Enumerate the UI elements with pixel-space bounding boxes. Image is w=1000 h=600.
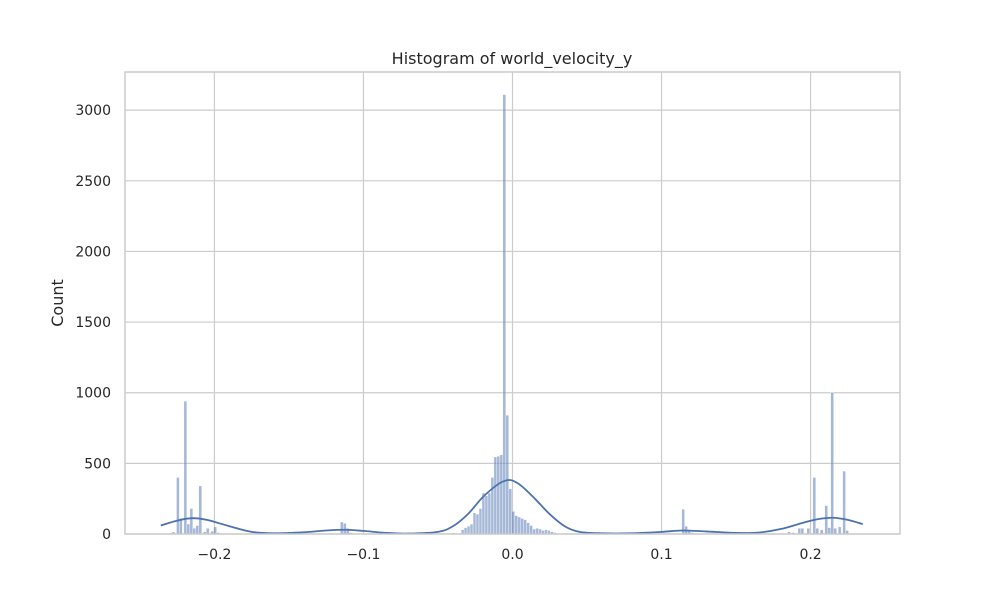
histogram-bar bbox=[478, 508, 483, 535]
y-tick-label: 0 bbox=[102, 527, 111, 543]
histogram-bar bbox=[526, 522, 530, 535]
y-tick-label: 1000 bbox=[75, 386, 111, 402]
histogram-bar bbox=[511, 511, 515, 535]
histogram-bar bbox=[475, 514, 480, 535]
y-tick-label: 2500 bbox=[75, 174, 111, 190]
histogram-bar bbox=[472, 512, 477, 535]
histogram-bar bbox=[842, 470, 846, 535]
histogram-bar bbox=[481, 492, 486, 535]
y-axis-label: Count bbox=[48, 279, 67, 327]
chart-title: Histogram of world_velocity_y bbox=[392, 49, 633, 69]
histogram-bar bbox=[213, 526, 217, 535]
histogram-bar bbox=[463, 527, 468, 535]
histogram-bar bbox=[189, 508, 193, 535]
histogram-bar bbox=[520, 518, 524, 535]
histogram-bar bbox=[505, 415, 509, 535]
x-tick-labels: −0.2 −0.1 0.0 0.1 0.2 bbox=[197, 547, 821, 563]
histogram-bar bbox=[487, 492, 491, 535]
histogram-bar bbox=[499, 454, 503, 535]
histogram-bar bbox=[833, 528, 837, 535]
histogram-bar bbox=[824, 505, 828, 535]
histogram-bar bbox=[806, 528, 810, 535]
histogram-bar bbox=[517, 516, 521, 535]
histogram-bar bbox=[340, 521, 344, 535]
histogram-bar bbox=[493, 456, 497, 535]
histogram-bar bbox=[797, 528, 801, 535]
x-tick-label: 0.2 bbox=[799, 547, 821, 563]
histogram-bar bbox=[812, 477, 816, 535]
histogram-bar bbox=[535, 528, 539, 535]
histogram-bar bbox=[195, 525, 199, 535]
histogram-bar bbox=[815, 528, 819, 535]
histogram-bar bbox=[466, 526, 471, 535]
y-tick-label: 1500 bbox=[75, 315, 111, 331]
histogram-bar bbox=[838, 526, 842, 535]
histogram-bar bbox=[192, 528, 196, 535]
histogram-bar bbox=[496, 456, 500, 535]
y-tick-label: 3000 bbox=[75, 103, 111, 119]
histogram-bar bbox=[343, 523, 347, 535]
histogram-bar bbox=[827, 527, 831, 535]
x-tick-label: −0.1 bbox=[346, 547, 380, 563]
histogram-bar bbox=[830, 392, 834, 535]
histogram-bar bbox=[502, 94, 506, 535]
histogram-bar bbox=[523, 519, 527, 535]
histogram-bar bbox=[206, 528, 210, 535]
histogram-bar bbox=[508, 488, 512, 535]
y-tick-label: 500 bbox=[84, 456, 111, 472]
plot-frame bbox=[124, 71, 901, 535]
x-tick-label: 0.1 bbox=[650, 547, 672, 563]
x-tick-label: 0.0 bbox=[501, 547, 523, 563]
histogram-bar bbox=[800, 528, 804, 535]
histogram-bar bbox=[183, 401, 187, 535]
axes-frame bbox=[124, 71, 901, 535]
histogram-bar bbox=[514, 515, 518, 535]
histogram-bar bbox=[529, 525, 533, 535]
grid-lines bbox=[125, 72, 900, 535]
y-tick-labels: 0 500 1000 1500 2000 2500 3000 bbox=[75, 103, 111, 543]
histogram-bar bbox=[484, 495, 488, 535]
histogram-bar bbox=[469, 523, 474, 535]
y-tick-label: 2000 bbox=[75, 244, 111, 260]
histogram-bar bbox=[198, 485, 202, 535]
histogram-bar bbox=[176, 477, 180, 535]
histogram-bar bbox=[490, 477, 494, 535]
histogram-bar bbox=[186, 523, 190, 535]
x-tick-label: −0.2 bbox=[197, 547, 231, 563]
